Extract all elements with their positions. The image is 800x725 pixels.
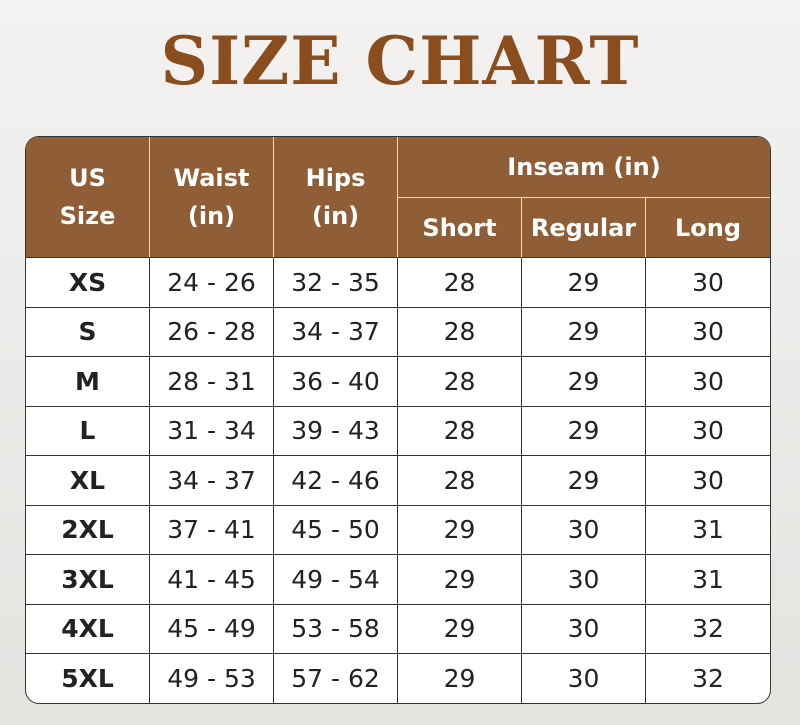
cell-size: XL <box>26 456 150 506</box>
cell-inseam-long: 30 <box>646 456 770 506</box>
cell-inseam-short: 28 <box>398 357 522 407</box>
cell-inseam-short: 29 <box>398 555 522 605</box>
cell-hips: 39 - 43 <box>274 406 398 456</box>
cell-inseam-long: 32 <box>646 605 770 654</box>
cell-size: M <box>26 357 150 407</box>
cell-inseam-long: 30 <box>646 357 770 407</box>
cell-hips: 49 - 54 <box>274 555 398 605</box>
table-row: XS 24 - 26 32 - 35 28 29 30 <box>26 258 770 308</box>
cell-waist: 26 - 28 <box>150 307 274 357</box>
cell-inseam-long: 30 <box>646 308 770 357</box>
header-hips: Hips (in) <box>274 137 398 258</box>
cell-waist: 41 - 45 <box>150 555 274 605</box>
table-row: S 26 - 28 34 - 37 28 29 30 <box>26 307 770 357</box>
cell-waist: 34 - 37 <box>150 456 274 506</box>
table-row: XL 34 - 37 42 - 46 28 29 30 <box>26 456 770 506</box>
cell-inseam-long: 30 <box>646 258 770 308</box>
cell-size: 4XL <box>26 604 150 654</box>
table-row: L 31 - 34 39 - 43 28 29 30 <box>26 406 770 456</box>
cell-waist: 24 - 26 <box>150 258 274 308</box>
cell-inseam-regular: 30 <box>522 555 646 605</box>
cell-inseam-regular: 30 <box>522 654 646 703</box>
cell-size: XS <box>26 258 150 308</box>
cell-inseam-regular: 29 <box>522 258 646 308</box>
table-row: M 28 - 31 36 - 40 28 29 30 <box>26 357 770 407</box>
cell-hips: 45 - 50 <box>274 505 398 555</box>
cell-inseam-regular: 29 <box>522 357 646 407</box>
cell-inseam-regular: 29 <box>522 406 646 456</box>
cell-waist: 28 - 31 <box>150 357 274 407</box>
cell-hips: 53 - 58 <box>274 604 398 654</box>
cell-inseam-short: 29 <box>398 505 522 555</box>
page-title: SIZE CHART <box>160 22 640 100</box>
cell-inseam-regular: 30 <box>522 604 646 654</box>
header-inseam: Inseam (in) <box>398 137 770 198</box>
header-waist: Waist (in) <box>150 137 274 258</box>
table-row: 5XL 49 - 53 57 - 62 29 30 32 <box>26 654 770 703</box>
cell-size: 3XL <box>26 555 150 605</box>
cell-size: 5XL <box>26 654 150 703</box>
header-long: Long <box>646 198 770 258</box>
cell-hips: 32 - 35 <box>274 258 398 308</box>
cell-inseam-regular: 29 <box>522 307 646 357</box>
cell-size: 2XL <box>26 505 150 555</box>
cell-inseam-long: 32 <box>692 663 724 693</box>
cell-hips: 57 - 62 <box>274 654 398 703</box>
cell-hips: 34 - 37 <box>274 307 398 357</box>
header-regular: Regular <box>522 198 646 258</box>
cell-inseam-long: 31 <box>646 555 770 605</box>
cell-size: L <box>26 406 150 456</box>
table-row: 4XL 45 - 49 53 - 58 29 30 32 <box>26 604 770 654</box>
cell-hips: 36 - 40 <box>274 357 398 407</box>
cell-inseam-short: 28 <box>398 307 522 357</box>
cell-inseam-short: 29 <box>398 654 522 703</box>
cell-waist: 45 - 49 <box>150 604 274 654</box>
cell-waist: 37 - 41 <box>150 505 274 555</box>
cell-inseam-regular: 30 <box>522 505 646 555</box>
table-row: 2XL 37 - 41 45 - 50 29 30 31 <box>26 505 770 555</box>
cell-hips: 42 - 46 <box>274 456 398 506</box>
header-us-size: US Size <box>26 137 150 258</box>
cell-waist: 49 - 53 <box>150 654 274 703</box>
cell-size: S <box>26 307 150 357</box>
cell-inseam-short: 29 <box>398 604 522 654</box>
cell-inseam-short: 28 <box>398 456 522 506</box>
cell-inseam-short: 28 <box>398 258 522 308</box>
header-short: Short <box>398 198 522 258</box>
cell-inseam-short: 28 <box>398 406 522 456</box>
table-row: 3XL 41 - 45 49 - 54 29 30 31 <box>26 555 770 605</box>
cell-waist: 31 - 34 <box>150 406 274 456</box>
cell-inseam-regular: 29 <box>522 456 646 506</box>
cell-inseam-long: 31 <box>646 506 770 555</box>
size-chart-table: US Size Waist (in) Hips (in) Inseam (in)… <box>25 136 771 704</box>
cell-inseam-long: 30 <box>646 407 770 456</box>
